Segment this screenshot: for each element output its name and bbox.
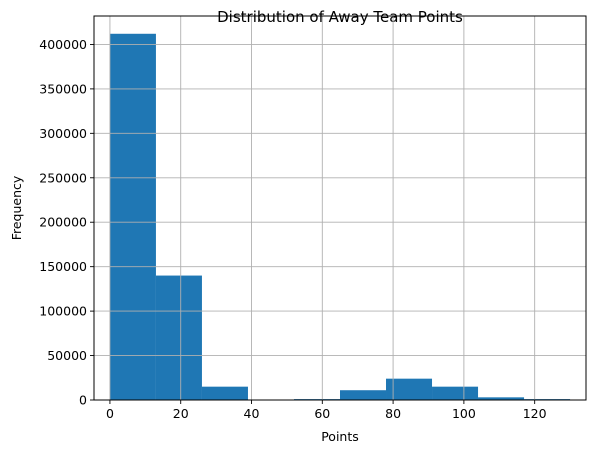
- histogram-bar: [155, 275, 202, 400]
- x-tick-label: 20: [173, 406, 189, 421]
- histogram-bar: [386, 378, 433, 400]
- x-tick-label: 40: [244, 406, 260, 421]
- histogram-bar: [478, 397, 525, 400]
- histogram-bars: [109, 33, 571, 400]
- x-axis-label: Points: [321, 429, 359, 444]
- y-tick-label: 300000: [39, 126, 87, 141]
- histogram-bar: [340, 390, 387, 400]
- y-axis-label: Frequency: [9, 175, 24, 240]
- histogram-bar: [109, 33, 156, 400]
- histogram-bar: [201, 386, 248, 400]
- x-axis-ticks: 0 20 40 60 80 100 120: [106, 400, 547, 421]
- x-tick-label: 60: [314, 406, 330, 421]
- grid-lines: [94, 16, 586, 401]
- y-tick-label: 150000: [39, 259, 87, 274]
- y-tick-label: 350000: [39, 81, 87, 96]
- y-axis-ticks: 0 50000 100000 150000 200000 250000 300000 3500…: [39, 37, 94, 408]
- y-tick-label: 400000: [39, 37, 87, 52]
- y-tick-label: 0: [79, 393, 87, 408]
- chart-title: Distribution of Away Team Points: [217, 8, 463, 26]
- histogram-bar: [432, 386, 479, 400]
- plot-frame: [93, 15, 587, 401]
- x-tick-label: 80: [385, 406, 401, 421]
- y-tick-label: 250000: [39, 170, 87, 185]
- y-tick-label: 50000: [47, 348, 87, 363]
- y-tick-label: 100000: [39, 304, 87, 319]
- x-tick-label: 120: [523, 406, 547, 421]
- y-tick-label: 200000: [39, 215, 87, 230]
- x-tick-label: 0: [106, 406, 114, 421]
- x-tick-label: 100: [452, 406, 476, 421]
